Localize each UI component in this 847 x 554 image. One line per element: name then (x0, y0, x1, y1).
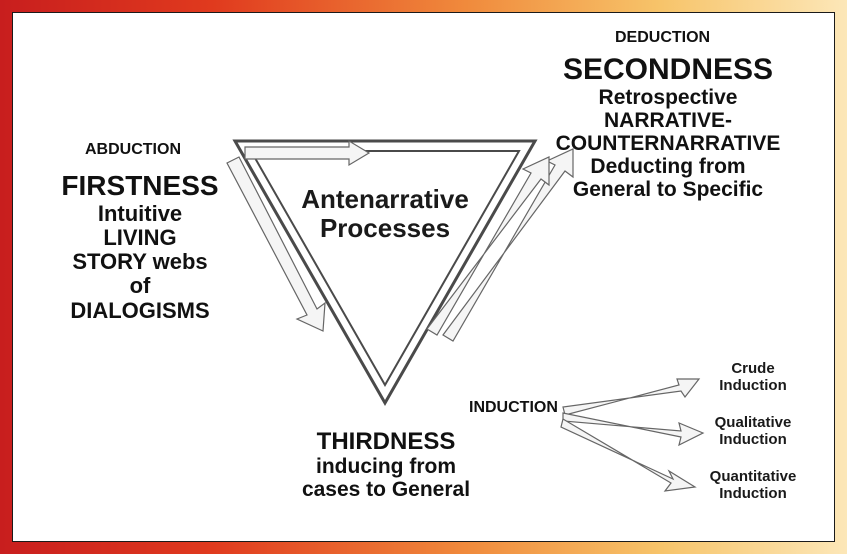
firstness-l3: STORY webs (45, 250, 235, 274)
thirdness-block: THIRDNESS inducing from cases to General (261, 429, 511, 502)
induction-item-3: Quantitative Induction (693, 469, 813, 502)
diagram-canvas: Antenarrative Processes ABDUCTION FIRSTN… (12, 12, 835, 542)
secondness-l5: General to Specific (513, 178, 823, 201)
triangle-label-line1: Antenarrative (273, 185, 497, 214)
firstness-block: FIRSTNESS Intuitive LIVING STORY webs of… (45, 171, 235, 323)
triangle-label: Antenarrative Processes (273, 185, 497, 242)
induction-heading: INDUCTION (469, 399, 558, 417)
secondness-l3: COUNTERNARRATIVE (513, 132, 823, 155)
firstness-l5: DIALOGISMS (45, 299, 235, 323)
secondness-l4: Deducting from (513, 155, 823, 178)
firstness-l2: LIVING (45, 226, 235, 250)
thirdness-l1: inducing from (261, 455, 511, 478)
induction-item-1-l2: Induction (693, 378, 813, 395)
induction-item-2: Qualitative Induction (693, 415, 813, 448)
firstness-l4: of (45, 274, 235, 298)
secondness-block: SECONDNESS Retrospective NARRATIVE- COUN… (513, 53, 823, 201)
deduction-heading: DEDUCTION (615, 29, 710, 47)
secondness-l2: NARRATIVE- (513, 109, 823, 132)
arrow-fan-3 (561, 419, 695, 491)
gradient-frame: Antenarrative Processes ABDUCTION FIRSTN… (0, 0, 847, 554)
firstness-title: FIRSTNESS (45, 171, 235, 202)
thirdness-l2: cases to General (261, 478, 511, 501)
induction-item-2-l2: Induction (693, 432, 813, 449)
induction-item-3-l2: Induction (693, 486, 813, 503)
arrow-fan-2 (563, 413, 703, 445)
induction-item-1: Crude Induction (693, 361, 813, 394)
triangle-label-line2: Processes (273, 214, 497, 243)
secondness-title: SECONDNESS (513, 53, 823, 86)
firstness-l1: Intuitive (45, 202, 235, 226)
induction-item-1-l1: Crude (693, 361, 813, 378)
arrow-fan-1 (563, 379, 699, 415)
secondness-l1: Retrospective (513, 86, 823, 109)
induction-item-2-l1: Qualitative (693, 415, 813, 432)
induction-item-3-l1: Quantitative (693, 469, 813, 486)
arrow-top (245, 141, 369, 165)
thirdness-title: THIRDNESS (261, 429, 511, 455)
abduction-heading: ABDUCTION (85, 141, 181, 159)
